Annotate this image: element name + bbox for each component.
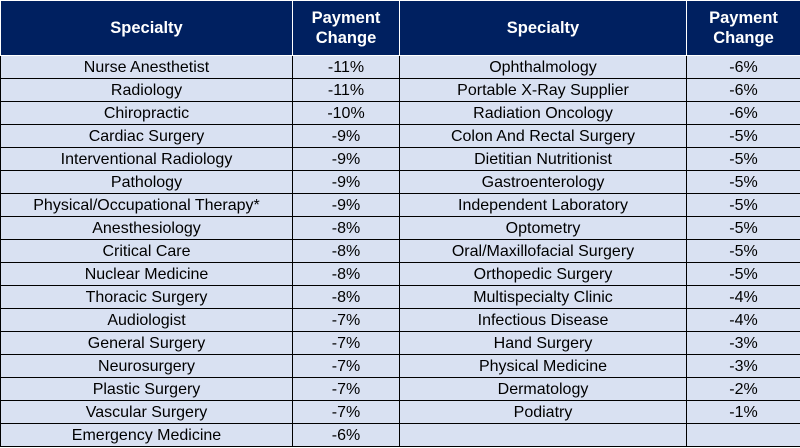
right-payment-change-cell: -3%	[686, 331, 800, 355]
left-specialty-cell: Plastic Surgery	[0, 377, 293, 401]
table-row: Audiologist -7% Infectious Disease -4%	[0, 308, 800, 332]
header-change-label: Change	[713, 29, 774, 47]
right-specialty-cell: Hand Surgery	[399, 331, 687, 355]
left-payment-change-cell: -7%	[292, 308, 400, 332]
right-specialty-cell: Portable X-Ray Supplier	[399, 78, 687, 102]
table-row: Chiropractic -10% Radiation Oncology -6%	[0, 101, 800, 125]
right-payment-change-cell: -5%	[686, 147, 800, 171]
table-row: Plastic Surgery -7% Dermatology -2%	[0, 377, 800, 401]
table-header-row: Specialty Payment Change Specialty Paymen…	[0, 0, 800, 56]
right-specialty-cell: Dermatology	[399, 377, 687, 401]
table-row: Physical/Occupational Therapy* -9% Indepen…	[0, 193, 800, 217]
header-payment-label: Payment	[709, 9, 778, 27]
header-specialty-left: Specialty	[0, 0, 293, 56]
right-specialty-cell: Orthopedic Surgery	[399, 262, 687, 286]
right-specialty-cell: Colon And Rectal Surgery	[399, 124, 687, 148]
left-specialty-cell: Critical Care	[0, 239, 293, 263]
left-payment-change-cell: -6%	[292, 423, 400, 447]
right-specialty-cell: Radiation Oncology	[399, 101, 687, 125]
left-payment-change-cell: -11%	[292, 55, 400, 79]
table-row: General Surgery -7% Hand Surgery -3%	[0, 331, 800, 355]
left-payment-change-cell: -7%	[292, 331, 400, 355]
left-payment-change-cell: -7%	[292, 377, 400, 401]
left-payment-change-cell: -9%	[292, 147, 400, 171]
left-payment-change-cell: -8%	[292, 239, 400, 263]
right-specialty-cell: Independent Laboratory	[399, 193, 687, 217]
left-specialty-cell: Emergency Medicine	[0, 423, 293, 447]
table-row: Pathology -9% Gastroenterology -5%	[0, 170, 800, 194]
right-specialty-cell	[399, 423, 687, 447]
right-payment-change-cell: -5%	[686, 193, 800, 217]
left-payment-change-cell: -7%	[292, 400, 400, 424]
table-row: Thoracic Surgery -8% Multispecialty Clinic…	[0, 285, 800, 309]
table-row: Radiology -11% Portable X-Ray Supplier -6%	[0, 78, 800, 102]
right-specialty-cell: Multispecialty Clinic	[399, 285, 687, 309]
header-specialty-right: Specialty	[399, 0, 687, 56]
right-specialty-cell: Oral/Maxillofacial Surgery	[399, 239, 687, 263]
left-specialty-cell: General Surgery	[0, 331, 293, 355]
table-row: Nuclear Medicine -8% Orthopedic Surgery -5%	[0, 262, 800, 286]
right-payment-change-cell: -2%	[686, 377, 800, 401]
header-change-label: Change	[315, 29, 377, 47]
right-payment-change-cell: -1%	[686, 400, 800, 424]
right-specialty-cell: Podiatry	[399, 400, 687, 424]
right-payment-change-cell: -6%	[686, 78, 800, 102]
right-payment-change-cell: -5%	[686, 170, 800, 194]
right-specialty-cell: Gastroenterology	[399, 170, 687, 194]
right-payment-change-cell: -3%	[686, 354, 800, 378]
right-specialty-cell: Ophthalmology	[399, 55, 687, 79]
left-payment-change-cell: -8%	[292, 262, 400, 286]
left-specialty-cell: Anesthesiology	[0, 216, 293, 240]
left-payment-change-cell: -8%	[292, 285, 400, 309]
right-specialty-cell: Infectious Disease	[399, 308, 687, 332]
right-payment-change-cell: -4%	[686, 308, 800, 332]
left-specialty-cell: Nuclear Medicine	[0, 262, 293, 286]
left-specialty-cell: Interventional Radiology	[0, 147, 293, 171]
table-row: Anesthesiology -8% Optometry -5%	[0, 216, 800, 240]
header-payment-label: Payment	[311, 9, 381, 27]
table-row: Nurse Anesthetist -11% Ophthalmology -6%	[0, 55, 800, 79]
right-payment-change-cell: -5%	[686, 124, 800, 148]
left-payment-change-cell: -9%	[292, 124, 400, 148]
left-specialty-cell: Neurosurgery	[0, 354, 293, 378]
right-specialty-cell: Optometry	[399, 216, 687, 240]
right-payment-change-cell: -6%	[686, 55, 800, 79]
left-payment-change-cell: -11%	[292, 78, 400, 102]
table-row: Interventional Radiology -9% Dietitian Nut…	[0, 147, 800, 171]
left-specialty-cell: Audiologist	[0, 308, 293, 332]
left-specialty-cell: Cardiac Surgery	[0, 124, 293, 148]
right-payment-change-cell	[686, 423, 800, 447]
header-payment-change-right: Payment Change	[686, 0, 800, 56]
table-row: Critical Care -8% Oral/Maxillofacial Surge…	[0, 239, 800, 263]
table-row: Cardiac Surgery -9% Colon And Rectal Surge…	[0, 124, 800, 148]
right-payment-change-cell: -5%	[686, 262, 800, 286]
right-payment-change-cell: -6%	[686, 101, 800, 125]
right-payment-change-cell: -5%	[686, 239, 800, 263]
left-payment-change-cell: -10%	[292, 101, 400, 125]
right-specialty-cell: Physical Medicine	[399, 354, 687, 378]
left-payment-change-cell: -7%	[292, 354, 400, 378]
table-row: Neurosurgery -7% Physical Medicine -3%	[0, 354, 800, 378]
right-payment-change-cell: -4%	[686, 285, 800, 309]
left-specialty-cell: Pathology	[0, 170, 293, 194]
left-specialty-cell: Radiology	[0, 78, 293, 102]
right-specialty-cell: Dietitian Nutritionist	[399, 147, 687, 171]
table-row: Vascular Surgery -7% Podiatry -1%	[0, 400, 800, 424]
table-body: Nurse Anesthetist -11% Ophthalmology -6% Rad…	[0, 55, 800, 447]
left-payment-change-cell: -9%	[292, 170, 400, 194]
left-payment-change-cell: -8%	[292, 216, 400, 240]
right-payment-change-cell: -5%	[686, 216, 800, 240]
left-specialty-cell: Physical/Occupational Therapy*	[0, 193, 293, 217]
left-specialty-cell: Chiropractic	[0, 101, 293, 125]
left-specialty-cell: Vascular Surgery	[0, 400, 293, 424]
header-payment-change-left: Payment Change	[292, 0, 400, 56]
left-specialty-cell: Thoracic Surgery	[0, 285, 293, 309]
table-row: Emergency Medicine -6%	[0, 423, 800, 447]
left-specialty-cell: Nurse Anesthetist	[0, 55, 293, 79]
left-payment-change-cell: -9%	[292, 193, 400, 217]
